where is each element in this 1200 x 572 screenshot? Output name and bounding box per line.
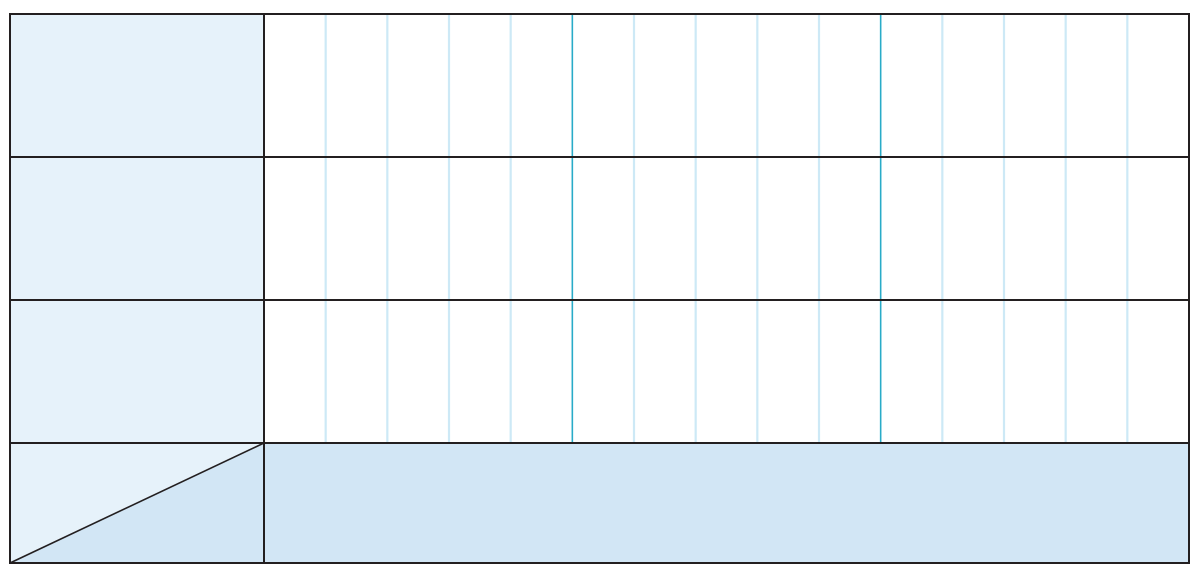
row-label-cell-2 bbox=[10, 157, 264, 300]
grid-row-3 bbox=[264, 300, 1189, 443]
row-label-cell-3 bbox=[10, 300, 264, 443]
row-label-column bbox=[10, 14, 264, 443]
grid-row-1 bbox=[264, 14, 1189, 157]
row-label-cell-1 bbox=[10, 14, 264, 157]
grid-area bbox=[264, 14, 1189, 443]
outer-border bbox=[9, 13, 1190, 564]
footer-band bbox=[264, 443, 1189, 563]
footer-row bbox=[10, 443, 1189, 563]
table-outlines bbox=[9, 13, 1190, 564]
grid-row-2 bbox=[264, 157, 1189, 300]
corner-diagonal bbox=[9, 442, 265, 564]
